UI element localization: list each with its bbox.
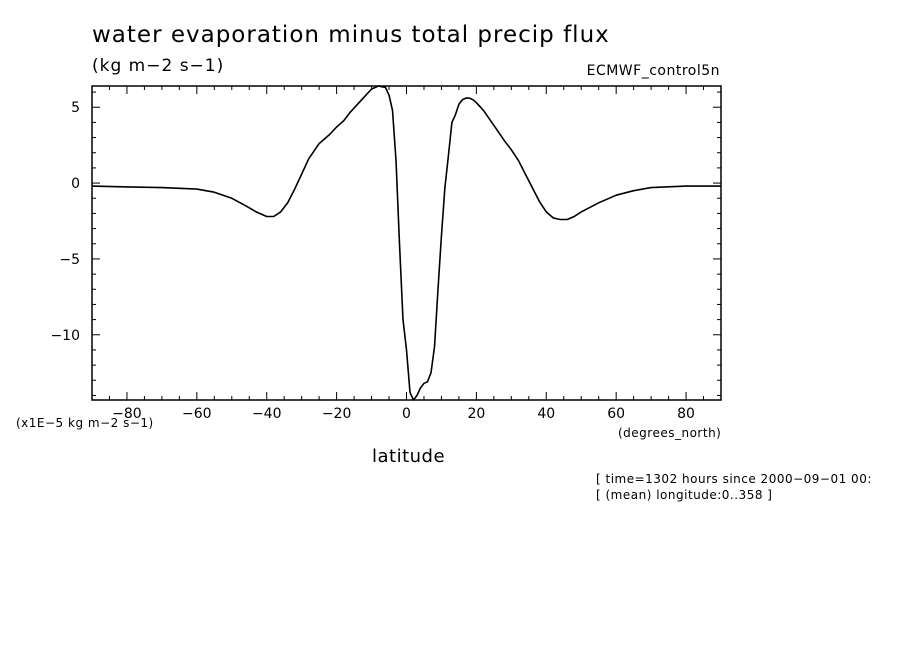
y-tick-label: 0 [71, 176, 80, 192]
y-tick-labels: 5 0 −5 −10 [50, 100, 80, 344]
y-scale-label: (x1E−5 kg m−2 s−1) [16, 416, 154, 430]
x-tick-label: 80 [677, 406, 695, 422]
x-tick-label: −40 [252, 406, 282, 422]
x-tick-label: 60 [607, 406, 625, 422]
units-label: (kg m−2 s−1) [92, 56, 225, 76]
longitude-note: [ (mean) longitude:0..358 ] [596, 488, 773, 502]
y-tick-label: −5 [59, 252, 80, 268]
series-group [91, 85, 721, 401]
series-line [91, 85, 721, 401]
y-tick-label: 5 [71, 100, 80, 116]
x-tick-labels: −80 −60 −40 −20 0 20 40 60 80 [112, 406, 695, 422]
run-label: ECMWF_control5n [586, 63, 720, 79]
x-tick-label: −80 [112, 406, 142, 422]
time-note: [ time=1302 hours since 2000−09−01 00: [596, 472, 872, 486]
chart-title: water evaporation minus total precip flu… [92, 22, 610, 48]
x-tick-label: −20 [322, 406, 352, 422]
x-units-label: (degrees_north) [618, 426, 722, 440]
x-tick-label: 40 [537, 406, 555, 422]
x-tick-label: 0 [402, 406, 411, 422]
y-tick-label: −10 [50, 328, 80, 344]
x-axis-label: latitude [372, 446, 446, 467]
x-tick-label: −60 [182, 406, 212, 422]
x-tick-label: 20 [467, 406, 485, 422]
axis-ticks [91, 86, 722, 400]
